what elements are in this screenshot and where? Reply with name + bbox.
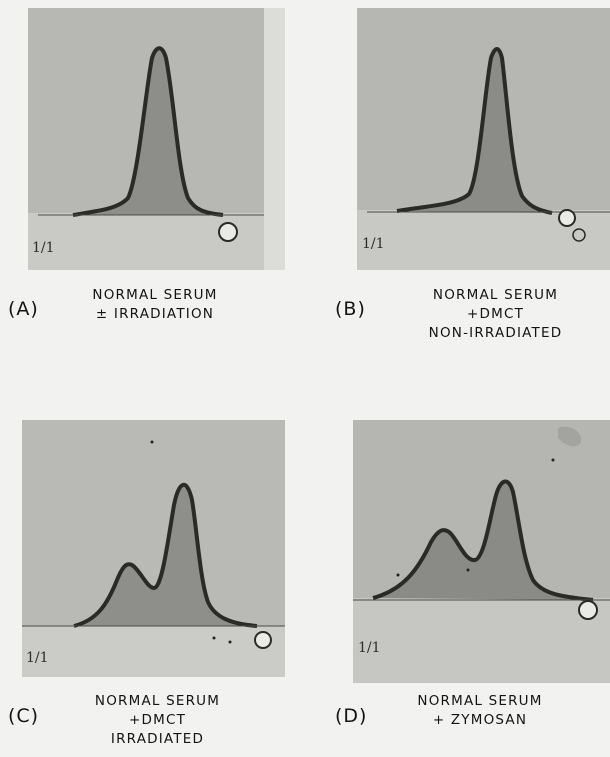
panel-d-caption: NORMAL SERUM + ZYMOSAN xyxy=(400,692,560,730)
panel-a-slide-mark: 1/1 xyxy=(32,240,55,256)
panel-d-tag: (D) xyxy=(335,705,368,727)
panel-c-electrophoresis-photo xyxy=(22,420,285,677)
panel-b-caption-line-1: NORMAL SERUM xyxy=(432,287,559,303)
panel-d-caption-line-2: + ZYMOSAN xyxy=(432,712,528,728)
panel-c-caption: NORMAL SERUM +DMCT IRRADIATED xyxy=(75,692,240,749)
panel-d-slide-mark: 1/1 xyxy=(358,640,381,656)
panel-d-electrophoresis-photo xyxy=(353,420,610,683)
panel-b-electrophoresis-photo xyxy=(357,8,610,270)
panel-b-slide-mark: 1/1 xyxy=(362,236,385,252)
panel-a-caption: NORMAL SERUM ± IRRADIATION xyxy=(75,286,235,324)
panel-c-slide-mark: 1/1 xyxy=(26,650,49,666)
panel-c-tag: (C) xyxy=(8,705,40,727)
panel-b-caption: NORMAL SERUM +DMCT NON-IRRADIATED xyxy=(408,286,583,343)
panel-a-caption-line-1: NORMAL SERUM xyxy=(92,287,218,303)
panel-b-tag: (B) xyxy=(335,298,366,320)
panel-a-tag: (A) xyxy=(8,298,39,320)
panel-c-caption-line-2: +DMCT xyxy=(128,712,187,728)
panel-c-caption-line-1: NORMAL SERUM xyxy=(94,693,221,709)
panel-a-electrophoresis-photo xyxy=(28,8,285,270)
panel-a-caption-line-2: ± IRRADIATION xyxy=(95,306,215,322)
panel-d-caption-line-1: NORMAL SERUM xyxy=(417,693,543,709)
panel-c-caption-line-3: IRRADIATED xyxy=(110,731,205,747)
panel-b-caption-line-2: +DMCT xyxy=(466,306,525,322)
panel-b-caption-line-3: NON-IRRADIATED xyxy=(428,325,563,341)
